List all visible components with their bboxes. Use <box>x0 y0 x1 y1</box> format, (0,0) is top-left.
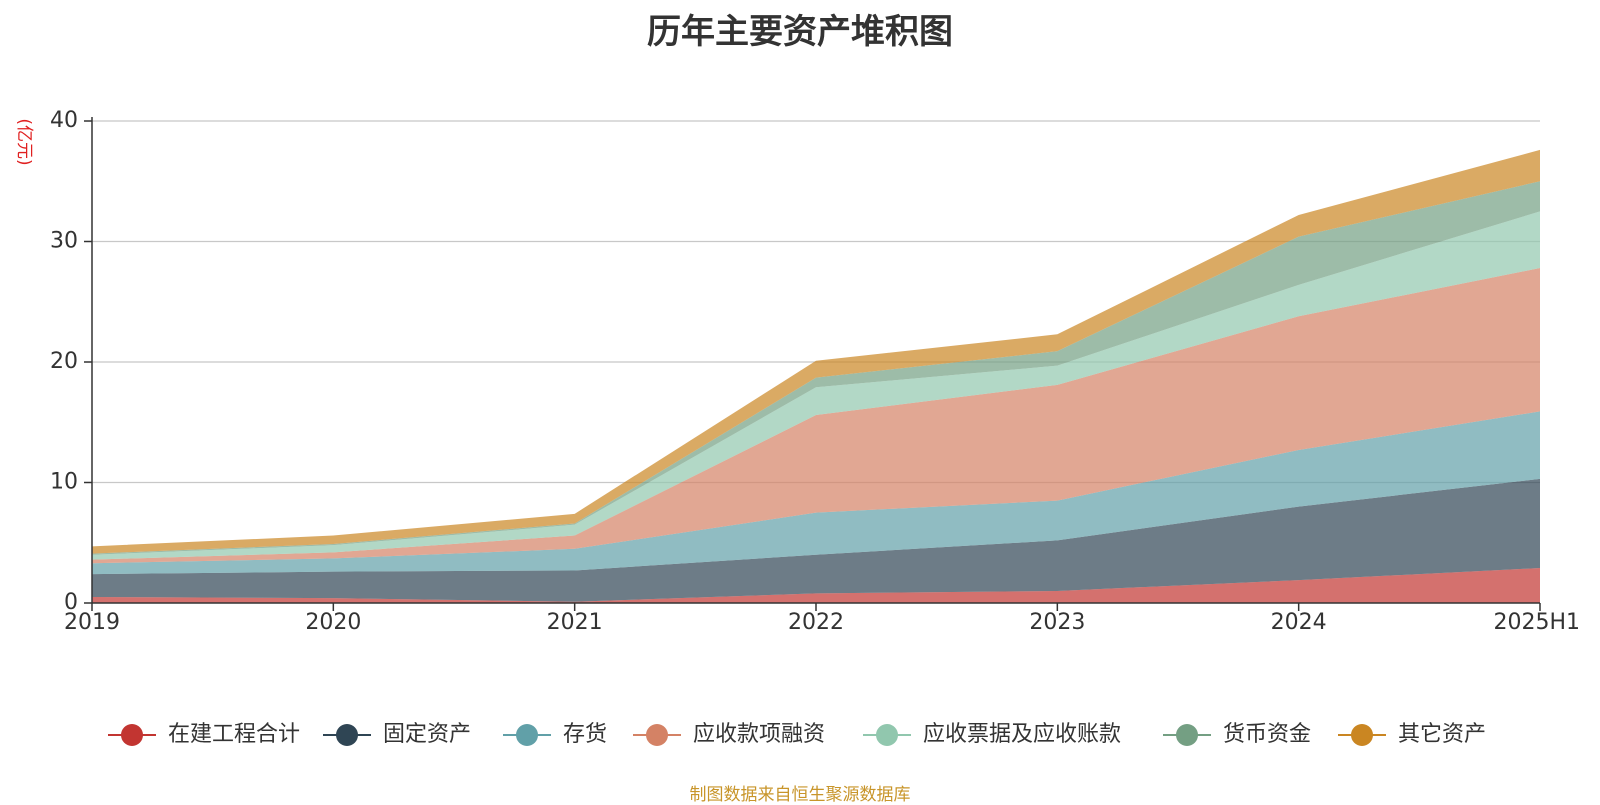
legend-marker <box>1176 724 1198 746</box>
area-series-3 <box>92 411 1540 575</box>
y-tick-label: 40 <box>50 108 78 133</box>
legend-marker <box>876 724 898 746</box>
x-tick-label: 2020 <box>305 610 361 635</box>
legend-label: 存货 <box>563 722 607 747</box>
area-series-1 <box>92 568 1540 603</box>
legend-item-3[interactable]: 存货 <box>503 722 607 747</box>
legend: 在建工程合计 固定资产 存货 应收款项融资 应收票据及应收账款 货币资金 其它资产 <box>108 722 1486 747</box>
legend-marker <box>1351 724 1373 746</box>
legend-marker <box>646 724 668 746</box>
legend-marker <box>516 724 538 746</box>
x-tick-label: 2019 <box>64 610 120 635</box>
legend-marker <box>336 724 358 746</box>
x-tick-label: 2021 <box>547 610 603 635</box>
x-tick-label: 2023 <box>1029 610 1085 635</box>
area-series <box>92 149 1540 603</box>
y-axis-unit-label: (亿元) <box>14 118 34 165</box>
x-tick-label: 2024 <box>1271 610 1327 635</box>
axes: 0 10 20 30 40 2019 2020 2021 2022 2023 2024 2025H1 <box>50 108 1580 635</box>
legend-item-6[interactable]: 货币资金 <box>1163 722 1311 747</box>
legend-item-1[interactable]: 在建工程合计 <box>108 722 300 747</box>
y-tick-label: 20 <box>50 349 78 374</box>
x-tick-label: 2025H1 <box>1493 610 1580 635</box>
legend-item-4[interactable]: 应收款项融资 <box>633 722 825 747</box>
legend-label: 货币资金 <box>1223 722 1311 747</box>
y-tick-label: 30 <box>50 229 78 254</box>
source-note: 制图数据来自恒生聚源数据库 <box>689 785 911 805</box>
area-series-2 <box>92 478 1540 602</box>
y-tick-label: 0 <box>64 590 78 615</box>
y-tick-label: 10 <box>50 470 78 495</box>
legend-item-7[interactable]: 其它资产 <box>1338 722 1486 747</box>
legend-item-2[interactable]: 固定资产 <box>323 722 471 747</box>
x-tick-label: 2022 <box>788 610 844 635</box>
area-series-6 <box>92 181 1540 555</box>
chart-title: 历年主要资产堆积图 <box>647 12 953 52</box>
area-series-4 <box>92 268 1540 564</box>
legend-label: 固定资产 <box>383 722 471 747</box>
legend-label: 应收款项融资 <box>693 722 825 747</box>
legend-label: 应收票据及应收账款 <box>923 722 1121 747</box>
legend-item-5[interactable]: 应收票据及应收账款 <box>863 722 1121 747</box>
legend-marker <box>121 724 143 746</box>
area-series-7 <box>92 149 1540 554</box>
legend-label: 在建工程合计 <box>168 722 300 747</box>
legend-label: 其它资产 <box>1398 722 1486 747</box>
